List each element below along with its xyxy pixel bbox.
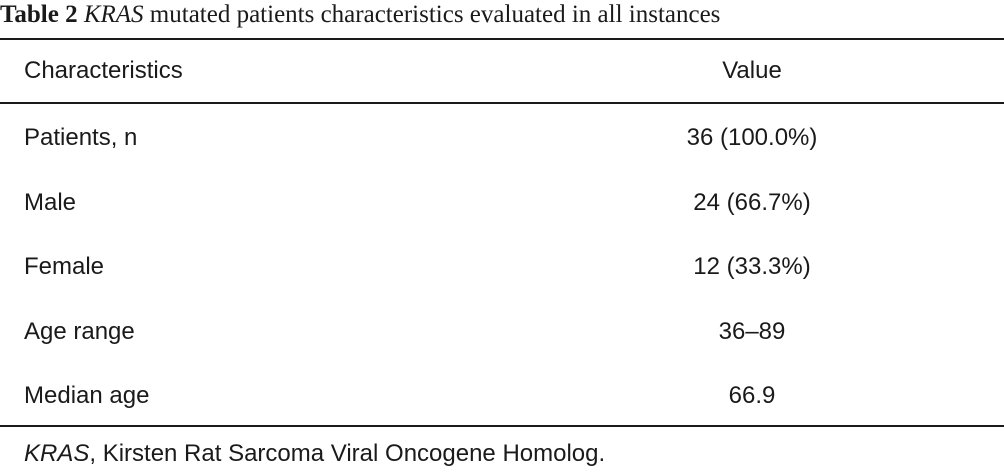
table-row: Patients, n 36 (100.0%) — [0, 106, 1004, 171]
row-value: 24 (66.7%) — [693, 188, 811, 216]
row-value: 12 (33.3%) — [693, 253, 811, 280]
table-bottom-rule — [0, 425, 1004, 427]
footnote-gene: KRAS — [24, 440, 90, 467]
table-row: Age range 36–89 — [0, 300, 1004, 365]
row-characteristic: Median age — [24, 382, 150, 409]
row-value: 36 (100.0%) — [686, 124, 818, 151]
table-caption-text: mutated patients characteristics evaluat… — [149, 1, 721, 28]
table-caption: Table 2 KRAS mutated patients characteri… — [0, 0, 720, 32]
table-caption-gene: KRAS — [83, 1, 144, 28]
table-row: Male 24 (66.7%) — [0, 171, 1004, 236]
table-body: Patients, n 36 (100.0%) Male 24 (66.7%) … — [0, 106, 1004, 429]
row-characteristic: Male — [24, 188, 77, 216]
table-footnote: KRAS, Kirsten Rat Sarcoma Viral Oncogene… — [24, 436, 605, 472]
footnote-text: , Kirsten Rat Sarcoma Viral Oncogene Hom… — [89, 440, 606, 467]
row-characteristic: Age range — [24, 317, 135, 345]
table-row: Female 12 (33.3%) — [0, 235, 1004, 300]
row-value: 36–89 — [718, 317, 786, 345]
table-row: Median age 66.9 — [0, 364, 1004, 429]
row-characteristic: Female — [24, 253, 105, 280]
table-header-rule — [0, 102, 1004, 104]
row-value: 66.9 — [728, 382, 776, 409]
column-header-characteristics: Characteristics — [24, 57, 183, 84]
column-header-value: Value — [722, 57, 782, 84]
table-header-row: Characteristics Value — [0, 40, 1004, 102]
row-characteristic: Patients, n — [24, 124, 138, 151]
table-top-rule — [0, 38, 1004, 40]
table-caption-label: Table 2 — [0, 1, 78, 28]
